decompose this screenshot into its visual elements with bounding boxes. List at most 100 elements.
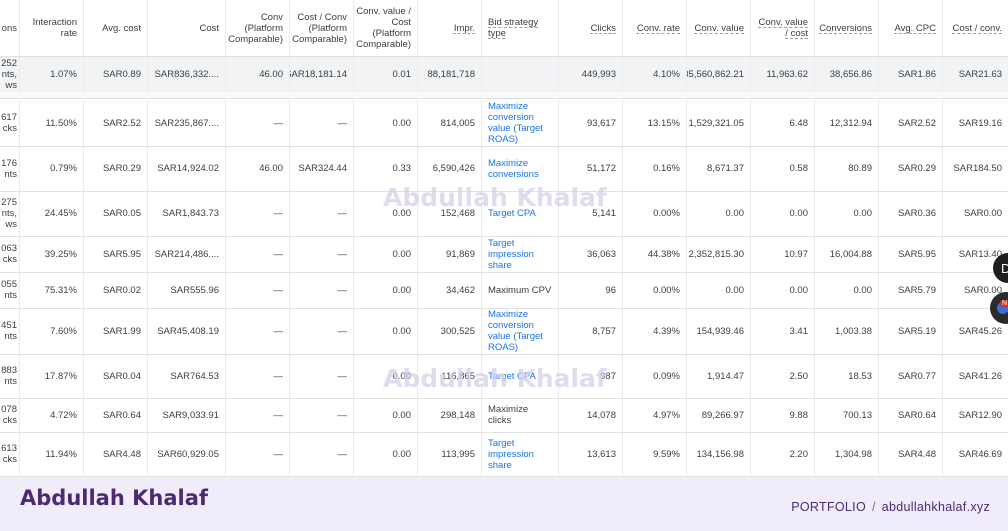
clicks-value: 51,172 bbox=[586, 163, 616, 174]
conv-rate-value: 4.39% bbox=[653, 325, 680, 337]
avg-cost-value: SAR4.48 bbox=[102, 448, 141, 460]
bid-strategy-type-cell[interactable]: Maximize conversion value (Target ROAS) bbox=[482, 308, 559, 354]
interaction-rate-cell: 0.79% bbox=[20, 146, 84, 191]
conv-value-value[interactable]: Conv. value bbox=[694, 22, 744, 34]
header-conversions[interactable]: Conversions bbox=[815, 0, 879, 56]
table-row: 883 nts 17.87% SAR0.04 SAR764.53 — — 0.00 116,8… bbox=[0, 354, 1008, 399]
conv-value-cost-platform-value[interactable]: Conv. value / Cost (Platform Comparable) bbox=[356, 6, 412, 50]
bid-strategy-type-cell[interactable]: Target CPA bbox=[482, 191, 559, 236]
impressions-cell: 34,462 bbox=[418, 272, 482, 308]
bid-strategy-type-value[interactable]: Target impression share bbox=[488, 437, 534, 471]
cost-value[interactable]: Cost bbox=[199, 22, 219, 34]
header-impressions[interactable]: Impr. bbox=[418, 0, 482, 56]
header-conv-value[interactable]: Conv. value bbox=[687, 0, 751, 56]
separator: / bbox=[871, 500, 876, 514]
header-conv-value-cost-platform[interactable]: Conv. value / Cost (Platform Comparable) bbox=[354, 0, 418, 56]
avg-cost-value[interactable]: Avg. cost bbox=[102, 22, 141, 34]
bid-strategy-type-value[interactable]: Maximize conversion value (Target ROAS) bbox=[488, 101, 543, 145]
avg-cpc-value[interactable]: Avg. CPC bbox=[894, 22, 936, 34]
avg-cpc-cell: SAR5.95 bbox=[879, 236, 943, 272]
conv-platform-cell: 46.00 bbox=[226, 57, 290, 92]
cost-per-conv-platform-cell: SAR324.44 bbox=[290, 146, 354, 191]
cost-per-conv-value[interactable]: Cost / conv. bbox=[952, 22, 1002, 34]
conv-platform-cell: — bbox=[226, 236, 290, 272]
interaction-rate-value: 1.07% bbox=[50, 69, 77, 80]
conv-platform-value[interactable]: Conv (Platform Comparable) bbox=[228, 11, 284, 45]
bid-strategy-type-cell[interactable]: Target impression share bbox=[482, 236, 559, 272]
bid-strategy-type-cell[interactable]: Maximize conversion value (Target ROAS) bbox=[482, 100, 559, 146]
bid-strategy-type-value[interactable]: Bid strategy type bbox=[488, 17, 539, 39]
conv-value-cost-platform-value: 0.00 bbox=[392, 117, 412, 129]
conv-rate-value[interactable]: Conv. rate bbox=[636, 22, 680, 34]
interaction-rate-value: 17.87% bbox=[44, 370, 77, 382]
bid-strategy-type-value[interactable]: Target CPA bbox=[488, 208, 536, 219]
conv-platform-value: — bbox=[273, 409, 284, 421]
clicks-value: 36,063 bbox=[586, 248, 616, 260]
bid-strategy-type-value[interactable]: Target CPA bbox=[488, 370, 536, 382]
header-avg-cpc[interactable]: Avg. CPC bbox=[879, 0, 943, 56]
conversions-col-cell: 617 cks bbox=[0, 100, 20, 146]
cost-cell: SAR764.53 bbox=[148, 354, 226, 398]
portfolio-link[interactable]: PORTFOLIO / abdullahkhalaf.xyz bbox=[791, 500, 990, 514]
header-bid-strategy-type[interactable]: Bid strategy type bbox=[482, 0, 559, 56]
header-cost[interactable]: Cost bbox=[148, 0, 226, 56]
cost-value: SAR9,033.91 bbox=[162, 409, 219, 421]
cost-cell: SAR9,033.91 bbox=[148, 398, 226, 432]
impressions-value[interactable]: Impr. bbox=[453, 22, 475, 34]
interaction-rate-value: 4.72% bbox=[50, 409, 77, 421]
header-conversions-col[interactable]: ons bbox=[0, 0, 20, 56]
interaction-rate-cell: 24.45% bbox=[20, 191, 84, 236]
bid-strategy-type-cell: Maximize clicks bbox=[482, 398, 559, 432]
floating-action-button[interactable]: D bbox=[993, 253, 1008, 283]
cost-value: SAR764.53 bbox=[170, 370, 219, 382]
cost-per-conv-cell: SAR41.26 bbox=[943, 354, 1008, 398]
cost-per-conv-platform-value[interactable]: Cost / Conv (Platform Comparable) bbox=[292, 11, 348, 45]
conv-platform-cell: — bbox=[226, 308, 290, 354]
header-conv-rate[interactable]: Conv. rate bbox=[623, 0, 687, 56]
header-cost-per-conv[interactable]: Cost / conv. bbox=[943, 0, 1008, 56]
bid-strategy-type-value[interactable]: Target impression share bbox=[488, 237, 534, 271]
header-cost-per-conv-platform[interactable]: Cost / Conv (Platform Comparable) bbox=[290, 0, 354, 56]
bid-strategy-type-cell[interactable]: Target impression share bbox=[482, 432, 559, 476]
clicks-value[interactable]: Clicks bbox=[590, 22, 616, 34]
fab-label: D bbox=[1001, 260, 1008, 276]
conv-platform-cell: — bbox=[226, 432, 290, 476]
conv-value-cost-platform-cell: 0.00 bbox=[354, 432, 418, 476]
bid-strategy-type-value[interactable]: Maximize conversion value (Target ROAS) bbox=[488, 309, 543, 353]
bid-strategy-type-cell[interactable]: Maximize conversions bbox=[482, 146, 559, 191]
impressions-cell: 300,525 bbox=[418, 308, 482, 354]
clicks-cell: 449,993 bbox=[559, 57, 623, 92]
avg-cpc-cell: SAR0.77 bbox=[879, 354, 943, 398]
cost-cell: SAR555.96 bbox=[148, 272, 226, 308]
impressions-cell: 113,995 bbox=[418, 432, 482, 476]
conv-rate-cell: 0.09% bbox=[623, 354, 687, 398]
header-avg-cost[interactable]: Avg. cost bbox=[84, 0, 148, 56]
cost-per-conv-value: SAR12.90 bbox=[958, 409, 1002, 421]
conv-value-per-cost-value: 2.50 bbox=[789, 370, 809, 382]
table-row: 063 cks 39.25% SAR5.95 SAR214,486.... — — 0.00… bbox=[0, 236, 1008, 273]
impressions-cell: 116,865 bbox=[418, 354, 482, 398]
clicks-value: 96 bbox=[605, 284, 616, 296]
interaction-rate-value[interactable]: Interaction rate bbox=[32, 17, 77, 39]
footer-bar: Abdullah Khalaf PORTFOLIO / abdullahkhalaf… bbox=[0, 477, 1008, 531]
conv-value-per-cost-value[interactable]: Conv. value / cost bbox=[758, 17, 808, 39]
impressions-value: 34,462 bbox=[445, 284, 475, 296]
notification-button[interactable]: N bbox=[990, 292, 1008, 324]
bid-strategy-type-cell[interactable]: Target CPA bbox=[482, 354, 559, 398]
header-conv-value-per-cost[interactable]: Conv. value / cost bbox=[751, 0, 815, 56]
clicks-cell: 14,078 bbox=[559, 398, 623, 432]
avg-cost-value: SAR0.02 bbox=[102, 284, 141, 296]
header-conv-platform[interactable]: Conv (Platform Comparable) bbox=[226, 0, 290, 56]
conv-value-per-cost-cell: 2.20 bbox=[751, 432, 815, 476]
avg-cpc-cell: SAR0.64 bbox=[879, 398, 943, 432]
conversions-value[interactable]: Conversions bbox=[819, 22, 872, 34]
avg-cpc-value: SAR5.19 bbox=[897, 325, 936, 337]
header-interaction-rate[interactable]: Interaction rate bbox=[20, 0, 84, 56]
bid-strategy-type-value[interactable]: Maximize conversions bbox=[488, 157, 539, 180]
cost-per-conv-platform-value: — bbox=[337, 117, 348, 129]
header-clicks[interactable]: Clicks bbox=[559, 0, 623, 56]
conv-value-cost-platform-cell: 0.00 bbox=[354, 308, 418, 354]
avg-cost-value: SAR1.99 bbox=[102, 325, 141, 337]
conversions-col-value[interactable]: ons bbox=[1, 22, 17, 34]
avg-cpc-value: SAR2.52 bbox=[897, 117, 936, 129]
